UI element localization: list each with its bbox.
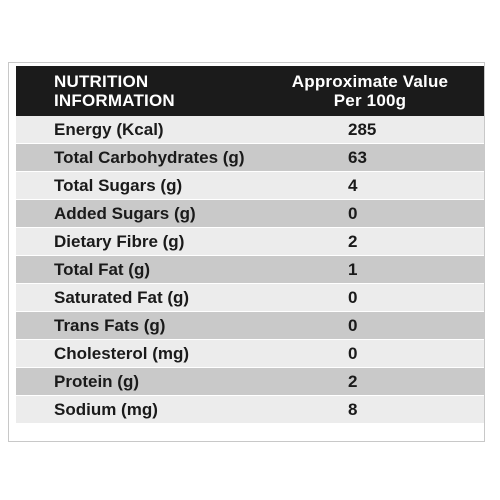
- nutrient-name: Total Carbohydrates (g): [54, 147, 245, 167]
- nutrient-value: 1: [348, 259, 358, 279]
- nutrient-name: Dietary Fibre (g): [54, 231, 185, 251]
- nutrient-name: Sodium (mg): [54, 399, 158, 419]
- nutrient-name: Protein (g): [54, 371, 139, 391]
- nutrient-value: 285: [348, 119, 377, 139]
- nutrient-value: 0: [348, 203, 358, 223]
- table-row: Energy (Kcal) 285: [16, 116, 484, 143]
- nutrient-value: 4: [348, 175, 358, 195]
- table-row: Saturated Fat (g) 0: [16, 284, 484, 311]
- nutrient-name: Energy (Kcal): [54, 119, 164, 139]
- table-row: Added Sugars (g) 0: [16, 200, 484, 227]
- header-name-line2: INFORMATION: [54, 91, 175, 110]
- header-name-line1: NUTRITION: [54, 72, 149, 91]
- header-nutrition-information: NUTRITION INFORMATION: [16, 72, 256, 110]
- header-value-line1: Approximate Value: [291, 72, 449, 91]
- table-header: NUTRITION INFORMATION Approximate Value …: [16, 66, 484, 116]
- nutrient-name: Total Sugars (g): [54, 175, 183, 195]
- header-approximate-value: Approximate Value Per 100g: [256, 72, 484, 110]
- header-value-line2: Per 100g: [333, 91, 407, 110]
- table-row: Total Carbohydrates (g) 63: [16, 144, 484, 171]
- table-row: Trans Fats (g) 0: [16, 312, 484, 339]
- nutrient-name: Total Fat (g): [54, 259, 150, 279]
- table-row: Total Fat (g) 1: [16, 256, 484, 283]
- nutrient-value: 0: [348, 343, 358, 363]
- nutrient-name: Trans Fats (g): [54, 315, 166, 335]
- nutrient-name: Cholesterol (mg): [54, 343, 190, 363]
- nutrient-name: Saturated Fat (g): [54, 287, 190, 307]
- nutrition-table: NUTRITION INFORMATION Approximate Value …: [16, 66, 484, 423]
- table-row: Dietary Fibre (g) 2: [16, 228, 484, 255]
- nutrient-value: 2: [348, 371, 358, 391]
- nutrient-name: Added Sugars (g): [54, 203, 196, 223]
- table-row: Protein (g) 2: [16, 368, 484, 395]
- nutrient-value: 2: [348, 231, 358, 251]
- nutrient-value: 63: [348, 147, 367, 167]
- table-row: Sodium (mg) 8: [16, 396, 484, 423]
- nutrient-value: 0: [348, 287, 358, 307]
- nutrient-value: 8: [348, 399, 358, 419]
- table-row: Total Sugars (g) 4: [16, 172, 484, 199]
- table-row: Cholesterol (mg) 0: [16, 340, 484, 367]
- nutrient-value: 0: [348, 315, 358, 335]
